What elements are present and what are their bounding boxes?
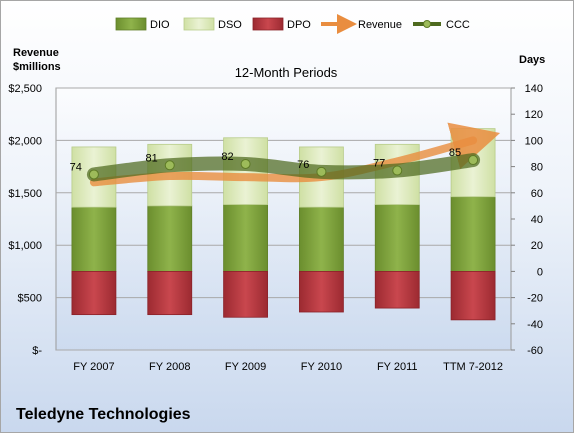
left-tick-label: $1,000 [8, 240, 42, 252]
legend-swatch-dso [183, 17, 215, 31]
ccc-point [316, 166, 327, 177]
bar-dio [374, 204, 420, 272]
ccc-line [86, 153, 481, 182]
bar-dpo [450, 270, 496, 321]
bar-dpo [223, 270, 268, 318]
company-name: Teledyne Technologies [16, 406, 191, 423]
legend-label: Revenue [358, 19, 402, 31]
bar-dio [223, 204, 268, 272]
right-tick-label: 0 [537, 266, 543, 278]
left-tick-label: $1,500 [8, 188, 42, 200]
right-tick-label: 60 [531, 188, 543, 200]
left-tick-label: $2,500 [8, 83, 42, 95]
bar-dio [71, 206, 117, 272]
ccc-point [468, 155, 479, 166]
category-label: FY 2010 [301, 361, 342, 373]
right-tick-label: 100 [525, 135, 543, 147]
right-tick-label: 20 [531, 240, 543, 252]
left-axis-label: Revenue $millions [13, 47, 61, 73]
bar-dio [299, 206, 344, 272]
left-tick-label: $2,000 [8, 135, 42, 147]
right-tick-label: 80 [531, 162, 543, 174]
legend-label: CCC [446, 19, 470, 31]
right-tick-label: -60 [527, 345, 543, 357]
chart-title: 12-Month Periods [234, 65, 338, 80]
category-label: FY 2007 [73, 361, 114, 373]
plot-area [55, 87, 512, 351]
ccc-point [88, 169, 99, 180]
category-label: FY 2011 [377, 361, 418, 373]
ccc-data-label: 74 [70, 161, 82, 173]
ccc-point [164, 160, 175, 171]
revenue-line [89, 122, 501, 187]
legend-label: DIO [150, 19, 170, 31]
left-tick-label: $500 [18, 293, 42, 305]
bar-dpo [374, 270, 420, 309]
ccc-data-label: 81 [146, 152, 158, 164]
right-tick-label: -20 [527, 293, 543, 305]
ccc-data-label: 77 [373, 158, 385, 170]
legend-swatch-dio [115, 17, 147, 31]
bar-dpo [299, 270, 344, 313]
right-tick-label: -40 [527, 319, 543, 331]
ccc-point [392, 165, 403, 176]
right-tick-label: 140 [525, 83, 543, 95]
ccc-data-label: 82 [221, 151, 233, 163]
ccc-data-label: 76 [297, 159, 309, 171]
category-label: TTM 7-2012 [443, 361, 503, 373]
right-axis-label: Days [519, 54, 546, 66]
bar-dio [147, 205, 193, 272]
left-tick-label: $- [32, 345, 42, 357]
bar-dpo [71, 270, 117, 316]
category-label: FY 2008 [149, 361, 190, 373]
right-tick-label: 120 [525, 109, 543, 121]
ccc-data-label: 85 [449, 147, 461, 159]
legend-swatch-ccc-dot [423, 20, 431, 28]
bar-dpo [147, 270, 193, 316]
legend-label: DPO [287, 19, 311, 31]
ccc-point [240, 158, 251, 169]
legend-label: DSO [218, 19, 242, 31]
legend-swatch-dpo [252, 17, 284, 31]
right-tick-label: 40 [531, 214, 543, 226]
category-label: FY 2009 [225, 361, 266, 373]
bar-dio [450, 196, 496, 272]
